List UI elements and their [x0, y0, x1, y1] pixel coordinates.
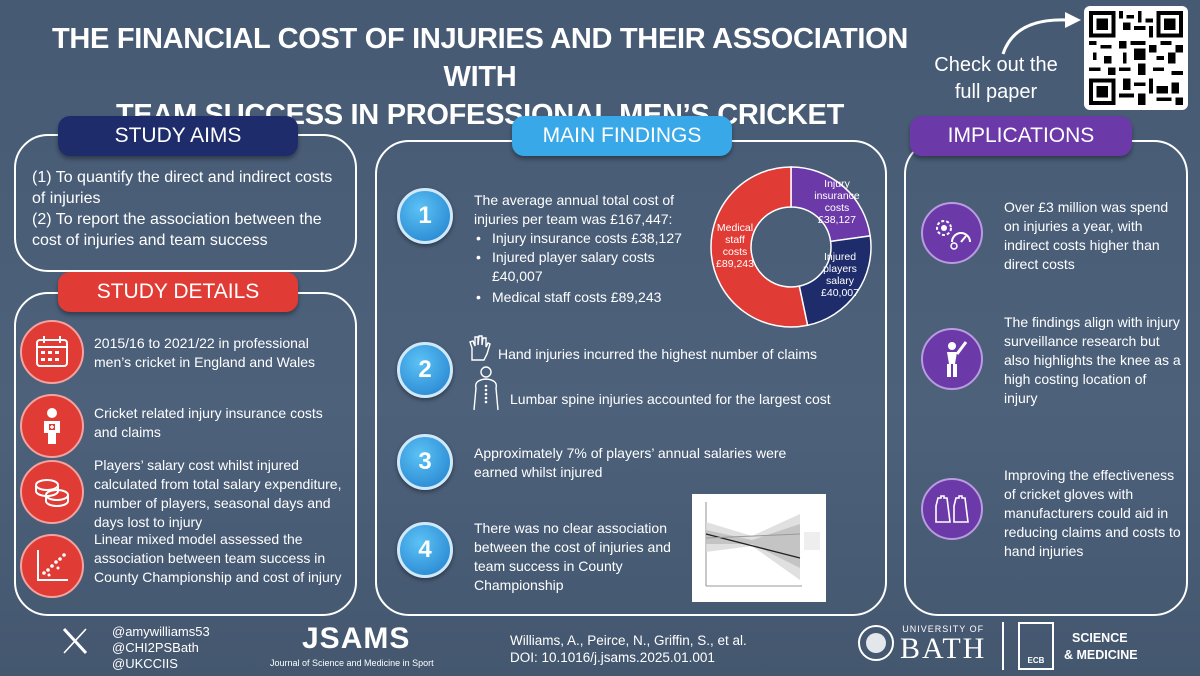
injured-player-icon — [20, 394, 84, 458]
finding-1-text: The average annual total cost of injurie… — [474, 191, 700, 307]
aims-text: (1) To quantify the direct and indirect … — [32, 167, 350, 251]
gloves-icon — [921, 478, 983, 540]
finding-number-1: 1 — [397, 188, 453, 244]
cost-donut-chart — [710, 166, 872, 328]
donut-slice-salary — [798, 235, 872, 327]
title-line-1: THE FINANCIAL COST OF INJURIES AND THEIR… — [51, 23, 909, 93]
hand-icon — [469, 335, 491, 361]
citation-authors: Williams, A., Peirce, N., Griffin, S., e… — [510, 633, 747, 648]
donut-slice-insurance — [790, 166, 872, 243]
finding-1-bullet-2: Injured player salary costs £40,007 — [474, 248, 700, 286]
scatter-chart-icon — [20, 534, 84, 598]
qr-code-icon[interactable] — [1084, 6, 1188, 110]
coins-icon — [20, 460, 84, 524]
logo-divider — [1002, 622, 1004, 670]
social-handles: @amywilliams53 @CHI2PSBath @UKCCIIS — [112, 624, 210, 672]
lumbar-spine-icon — [473, 366, 499, 411]
batsman-icon — [921, 328, 983, 390]
finding-1-intro: The average annual total cost of injurie… — [474, 192, 675, 227]
implications-header: IMPLICATIONS — [910, 116, 1132, 156]
finding-number-4: 4 — [397, 522, 453, 578]
finding-number-3: 3 — [397, 434, 453, 490]
finding-1-list: Injury insurance costs £38,127 Injured p… — [474, 229, 700, 307]
calendar-icon — [20, 320, 84, 384]
implication-text-3: Improving the effectiveness of cricket g… — [1004, 467, 1181, 559]
main-findings-header: MAIN FINDINGS — [512, 116, 732, 156]
detail-text-3: Players’ salary cost whilst injured calc… — [94, 457, 342, 530]
x-logo-icon[interactable] — [60, 626, 90, 656]
association-plot-thumbnail — [692, 494, 826, 602]
donut-label-medical: Medical staff costs £89,243 — [716, 222, 754, 270]
science-medicine-label: SCIENCE & MEDICINE — [1064, 631, 1138, 662]
handle-amywilliams53[interactable]: @amywilliams53 — [112, 624, 210, 639]
donut-label-salary: Injured players salary £40,007 — [821, 251, 859, 299]
finding-number-2: 2 — [397, 342, 453, 398]
implication-text-2: The findings align with injury surveilla… — [1004, 314, 1181, 406]
finding-2-text-1: Hand injuries incurred the highest numbe… — [498, 346, 818, 362]
aim-2: (2) To report the association between th… — [32, 211, 322, 249]
citation: Williams, A., Peirce, N., Griffin, S., e… — [510, 632, 747, 666]
handle-ukcciis[interactable]: @UKCCIIS — [112, 656, 178, 671]
cost-gauge-icon — [921, 202, 983, 264]
finding-1-bullet-1: Injury insurance costs £38,127 — [474, 229, 700, 248]
study-aims-header: STUDY AIMS — [58, 116, 298, 156]
aim-1: (1) To quantify the direct and indirect … — [32, 169, 333, 207]
jsams-logo: JSAMS — [302, 622, 411, 655]
university-crest-icon — [856, 622, 896, 664]
handle-chi2psbath[interactable]: @CHI2PSBath — [112, 640, 199, 655]
finding-1-bullet-3: Medical staff costs £89,243 — [474, 288, 700, 307]
detail-text-2: Cricket related injury insurance costs a… — [94, 405, 323, 440]
finding-4-text: There was no clear association between t… — [474, 520, 671, 593]
donut-slice-medical — [710, 166, 809, 328]
university-of-bath-logo: UNIVERSITY OF BATH — [900, 624, 987, 665]
study-details-header: STUDY DETAILS — [58, 272, 298, 312]
donut-label-insurance: Injury insurance costs £38,127 — [814, 178, 860, 226]
ecb-logo: ECB — [1018, 622, 1054, 670]
detail-text-1: 2015/16 to 2021/22 in professional men’s… — [94, 335, 315, 370]
implication-text-1: Over £3 million was spend on injuries a … — [1004, 199, 1169, 272]
finding-2-text-2: Lumbar spine injuries accounted for the … — [510, 391, 831, 407]
finding-3-text: Approximately 7% of players’ annual sala… — [474, 445, 787, 480]
journal-name: Journal of Science and Medicine in Sport — [270, 658, 434, 668]
curved-arrow-icon — [1001, 12, 1081, 55]
check-paper-text: Check out the full paper — [934, 54, 1058, 103]
citation-doi[interactable]: DOI: 10.1016/j.jsams.2025.01.001 — [510, 650, 715, 665]
detail-text-4: Linear mixed model assessed the associat… — [94, 531, 342, 585]
